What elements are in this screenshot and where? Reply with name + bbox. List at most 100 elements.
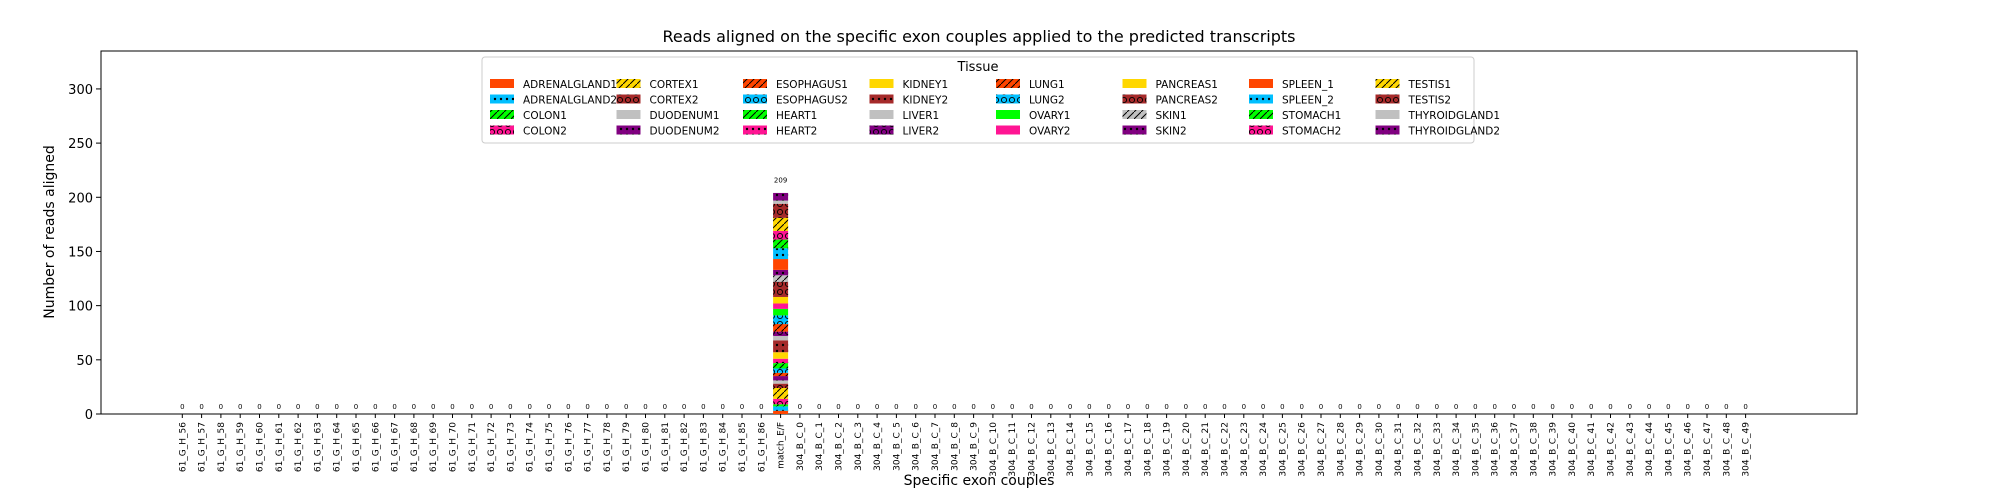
x-tick-label: match_E/F (777, 422, 787, 469)
legend-label: SKIN2 (1156, 126, 1187, 138)
bar-value-label: 0 (1049, 403, 1053, 411)
x-tick-label: 304_B_C_32 (1414, 422, 1424, 477)
legend-label: OVARY1 (1029, 110, 1071, 122)
legend-item: STOMACH2 (1249, 125, 1341, 138)
legend-label: TESTIS1 (1408, 79, 1452, 91)
bar-value-label: 0 (1473, 403, 1477, 411)
bar-value-label: 0 (836, 403, 840, 411)
chart-title: Reads aligned on the specific exon coupl… (662, 27, 1295, 46)
x-tick-label: 61_G_H_74 (526, 422, 536, 472)
x-tick-label: 304_B_C_23 (1240, 422, 1250, 477)
bar-value-label: 0 (605, 403, 609, 411)
x-tick-label: 304_B_C_5 (892, 422, 902, 471)
bar-value-label: 0 (1010, 403, 1014, 411)
x-tick-label: 61_G_H_70 (449, 422, 459, 472)
bar-segment (773, 296, 789, 304)
legend-label: COLON1 (523, 110, 567, 122)
legend-label: LUNG1 (1029, 79, 1065, 91)
bar-value-label: 0 (412, 403, 416, 411)
x-tick-label: 304_B_C_19 (1163, 422, 1173, 477)
legend-label: THYROIDGLAND2 (1408, 126, 1501, 138)
bar-value-label: 0 (1029, 403, 1033, 411)
x-tick-label: 304_B_C_43 (1626, 422, 1636, 477)
legend-swatch (869, 79, 894, 88)
legend-label: TESTIS2 (1408, 95, 1452, 107)
bar-value-label: 0 (1299, 403, 1303, 411)
x-axis: 61_G_H_56 61_G_H_57 61_G_H_58 61_G_H_59 61_G… (178, 414, 1752, 477)
x-tick-label: 61_G_H_77 (584, 422, 594, 472)
x-tick-label: 304_B_C_26 (1298, 422, 1308, 477)
bar-value-label: 0 (913, 403, 917, 411)
bar-value-label: 0 (489, 403, 493, 411)
x-tick-label: 304_B_C_8 (950, 422, 960, 471)
bar-segment (773, 281, 789, 297)
x-tick-label: 61_G_H_84 (719, 422, 729, 472)
x-tick-label: 61_G_H_59 (236, 422, 246, 472)
x-tick-label: 61_G_H_85 (738, 422, 748, 472)
x-tick-label: 61_G_H_76 (564, 422, 574, 472)
bar-segment (773, 404, 789, 407)
legend-label: COLON2 (523, 126, 567, 138)
x-tick-label: 61_G_H_62 (294, 422, 304, 472)
bar-segment (773, 324, 789, 332)
legend-label: ADRENALGLAND2 (523, 95, 617, 107)
bar-value-label: 0 (219, 403, 223, 411)
x-tick-label: 304_B_C_47 (1703, 422, 1713, 477)
bar-value-label: 0 (1743, 403, 1747, 411)
y-axis-label: Number of reads aligned (42, 145, 58, 319)
bar-value-label: 0 (373, 403, 377, 411)
legend-item: SPLEEN_1 (1249, 79, 1334, 91)
bar-value-label: 0 (875, 403, 879, 411)
y-tick-label: 300 (68, 83, 93, 98)
legend-label: DUODENUM2 (650, 126, 720, 138)
bar-value-label: 0 (1280, 403, 1284, 411)
bar-value-label: 0 (1435, 403, 1439, 411)
bar-value-label: 0 (527, 403, 531, 411)
legend-item: LUNG1 (996, 79, 1065, 91)
bar-value-label: 0 (1628, 403, 1632, 411)
bar-segment (773, 372, 789, 377)
bar-value-label: 0 (1396, 403, 1400, 411)
bar-value-label: 0 (1608, 403, 1612, 411)
bar-value-label: 0 (1106, 403, 1110, 411)
bar-segment (773, 217, 789, 231)
legend-item: LIVER1 (869, 110, 939, 122)
legend-label: SPLEEN_1 (1282, 79, 1334, 91)
bar-value-label: 0 (1145, 403, 1149, 411)
y-tick-label: 50 (76, 354, 93, 369)
bar-value-label: 0 (334, 403, 338, 411)
bar-segment (773, 303, 789, 309)
bar-value-label: 0 (798, 403, 802, 411)
x-tick-label: 304_B_C_45 (1664, 422, 1674, 477)
bar-segment (773, 269, 789, 276)
bar-value-label: 0 (894, 403, 898, 411)
bar-value-label: 0 (740, 403, 744, 411)
x-tick-label: 61_G_H_86 (757, 422, 767, 472)
bar-segment (773, 376, 789, 381)
bar-segment (773, 387, 789, 399)
x-axis-label: Specific exon couples (904, 473, 1055, 489)
legend-label: STOMACH2 (1282, 126, 1341, 138)
x-tick-label: 304_B_C_41 (1587, 422, 1597, 477)
y-tick-label: 150 (68, 245, 93, 260)
x-tick-label: 304_B_C_13 (1047, 422, 1057, 477)
legend-label: ESOPHAGUS1 (776, 79, 848, 91)
bar-segment (773, 383, 789, 388)
legend-item: COLON2 (490, 125, 567, 138)
x-tick-label: 61_G_H_69 (429, 422, 439, 472)
bar-value-label: 0 (1222, 403, 1226, 411)
bar-value-label: 0 (277, 403, 281, 411)
bar-value-label: 0 (508, 403, 512, 411)
bar-segment (773, 331, 789, 336)
legend-item: LIVER2 (869, 125, 939, 138)
legend-item: SPLEEN_2 (1249, 94, 1334, 107)
bar-value-label: 0 (470, 403, 474, 411)
x-tick-label: 304_B_C_18 (1143, 422, 1153, 477)
x-tick-label: 61_G_H_61 (275, 422, 285, 472)
bar-value-label: 0 (238, 403, 242, 411)
y-tick-label: 200 (68, 191, 93, 206)
x-tick-label: 304_B_C_48 (1722, 422, 1732, 477)
legend-label: HEART1 (776, 110, 817, 122)
bar-value-label: 0 (701, 403, 705, 411)
